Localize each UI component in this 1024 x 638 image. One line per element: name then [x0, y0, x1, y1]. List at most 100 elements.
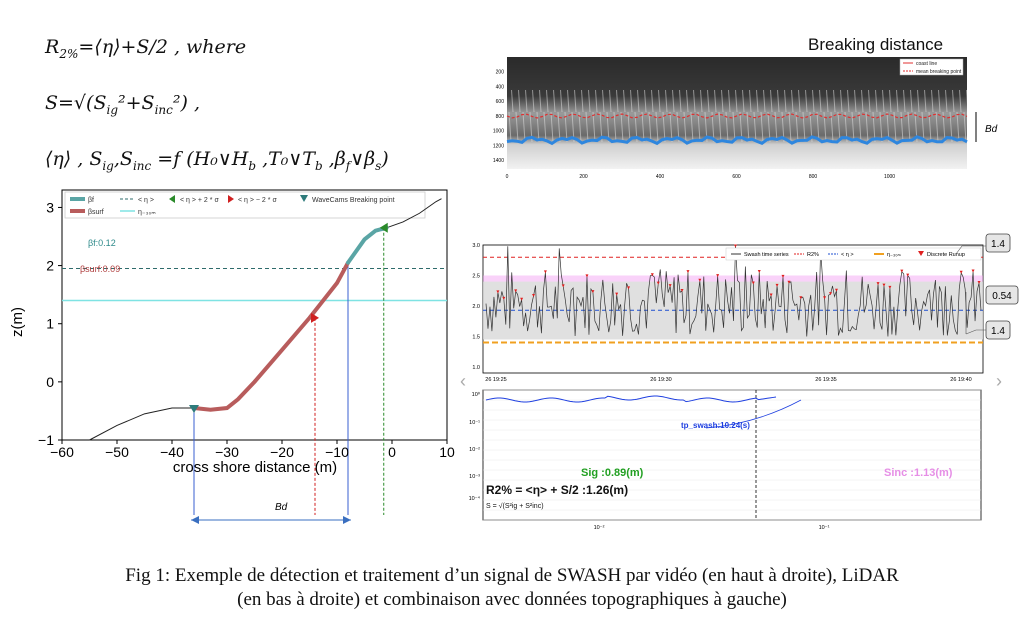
runup-marker — [627, 286, 631, 290]
runup-marker — [656, 281, 660, 285]
timestack-ytick: 200 — [496, 70, 505, 76]
swash-series-line — [485, 246, 982, 337]
runup-marker — [829, 292, 833, 296]
timestack-ytick: 1400 — [493, 158, 504, 164]
equation-params: ⟨η⟩ , Sig,Sinc =f (H₀∨Hb ,T₀∨Tb ,βf∨βs) — [45, 148, 389, 173]
timestack-ytick: 600 — [496, 99, 505, 105]
runup-marker — [698, 278, 702, 282]
left-ytick: 0 — [46, 374, 54, 390]
left-ytick: 2 — [46, 258, 54, 274]
timestack-xtick: 200 — [579, 174, 588, 180]
chevron-left-icon[interactable]: ‹ — [460, 371, 466, 391]
runup-marker — [561, 284, 565, 288]
chevron-right-icon[interactable]: › — [996, 371, 1002, 391]
runup-marker — [615, 292, 619, 296]
box-mid — [985, 285, 1019, 305]
runup-marker — [799, 296, 803, 300]
tp-swash-label: tp_swash:10.24(s) — [681, 421, 750, 430]
sig-label: Sig :0.89(m) — [581, 467, 644, 479]
equation-s: S=√(Sig²+Sinc²) , — [45, 92, 200, 117]
legend-eta-30m: η₋₃₀ₘ — [138, 209, 156, 216]
legend-mean-eta: < η > — [138, 197, 154, 204]
runup-marker — [543, 270, 547, 274]
timestack-ytick: 1200 — [493, 143, 504, 149]
legend-plus-2sigma: < η > + 2 * σ — [180, 197, 219, 204]
timestack-ytick: 800 — [496, 114, 505, 120]
left-ytick: 3 — [46, 199, 54, 215]
legend-beta-f: βf — [88, 197, 94, 204]
spectrum-ytick: 10⁻³ — [469, 474, 480, 480]
runup-marker — [585, 274, 589, 278]
timestack-xtick: 800 — [809, 174, 818, 180]
runup-marker — [520, 297, 524, 301]
runup-marker — [668, 284, 672, 288]
runup-marker — [686, 270, 690, 274]
swash-ytick: 1.0 — [472, 365, 480, 371]
legend-eta-30m-swash: η₋₃₀ₘ — [887, 252, 901, 258]
runup-marker — [650, 273, 654, 277]
wavecam-break-marker — [189, 405, 199, 414]
spectrum-xtick: 10⁻² — [594, 525, 605, 531]
swash-ytick: 1.5 — [472, 334, 480, 340]
minus-2sigma-marker — [311, 312, 319, 323]
legend-discrete-runup: Discrete Runup — [927, 252, 965, 258]
left-xtick: −60 — [50, 444, 74, 460]
mean-breaking-point-line — [506, 113, 968, 119]
runup-marker — [716, 274, 720, 278]
runup-marker — [781, 274, 785, 278]
left-xtick: 0 — [388, 444, 396, 460]
timestack-xtick: 0 — [506, 174, 509, 180]
runup-marker — [751, 281, 755, 285]
runup-marker — [959, 270, 963, 274]
spectrum-curve — [485, 395, 777, 403]
legend-r2: R2% — [807, 252, 819, 258]
swash-xtick: 26 19:25 — [485, 377, 506, 383]
swash-xtick: 26 19:30 — [650, 377, 671, 383]
caption-line-1: Fig 1: Exemple de détection et traitemen… — [125, 565, 899, 586]
left-xtick: 10 — [439, 444, 455, 460]
runup-marker — [680, 289, 684, 293]
breaking-distance-title: Breaking distance — [808, 35, 944, 54]
bd-label-right: Bd — [985, 124, 998, 135]
runup-marker — [532, 294, 536, 298]
left-ylabel: z(m) — [9, 307, 26, 337]
pink-band — [483, 275, 983, 282]
left-xtick: −40 — [160, 444, 184, 460]
left-axes-frame — [61, 189, 448, 441]
box-bot — [985, 320, 1011, 340]
runup-marker — [834, 288, 838, 292]
spectrum-ytick: 10⁻¹ — [469, 420, 480, 426]
figure-caption: Fig 1: Exemple de détection et traitemen… — [0, 564, 1024, 612]
legend-swash-series: Swash time series — [744, 252, 789, 258]
legend-mean-eta-swash: < η > — [841, 252, 854, 258]
beta-f-label: βf:0.12 — [88, 238, 116, 248]
legend-beta-surf: βsurf — [88, 209, 104, 216]
legend-coast-line: coast line — [916, 61, 937, 67]
timestack-xtick: 600 — [732, 174, 741, 180]
plus-2sigma-marker — [379, 222, 388, 233]
spectrum-plot: tp_swash:10.24(s) Sig :0.89(m) Sinc :1.1… — [469, 389, 982, 531]
left-xtick: −30 — [215, 444, 239, 460]
runup-marker — [787, 280, 791, 284]
beta-surf-profile — [192, 260, 350, 412]
box-top — [985, 233, 1011, 253]
runup-marker — [882, 283, 886, 287]
legend-mean-breaking-point: mean breaking point — [916, 69, 962, 75]
box-mid-value: 0.54 — [992, 291, 1012, 302]
left-xtick: −50 — [105, 444, 129, 460]
timestack-ytick: 1000 — [493, 129, 504, 135]
swash-ytick: 2.5 — [472, 273, 480, 279]
timestack-xtick: 1000 — [884, 174, 895, 180]
topo-profile-line — [89, 198, 442, 441]
runup-marker — [775, 283, 779, 287]
runup-marker — [906, 273, 910, 277]
timestack-xtick: 400 — [656, 174, 665, 180]
left-ytick: −1 — [38, 432, 54, 448]
spectrum-xtick: 10⁻¹ — [819, 525, 830, 531]
runup-marker — [876, 282, 880, 286]
swash-ytick: 2.0 — [472, 304, 480, 310]
runup-marker — [769, 293, 773, 297]
spectrum-ytick: 10⁻² — [469, 447, 480, 453]
left-legend — [64, 191, 426, 219]
box-top-value: 1.4 — [991, 239, 1005, 250]
